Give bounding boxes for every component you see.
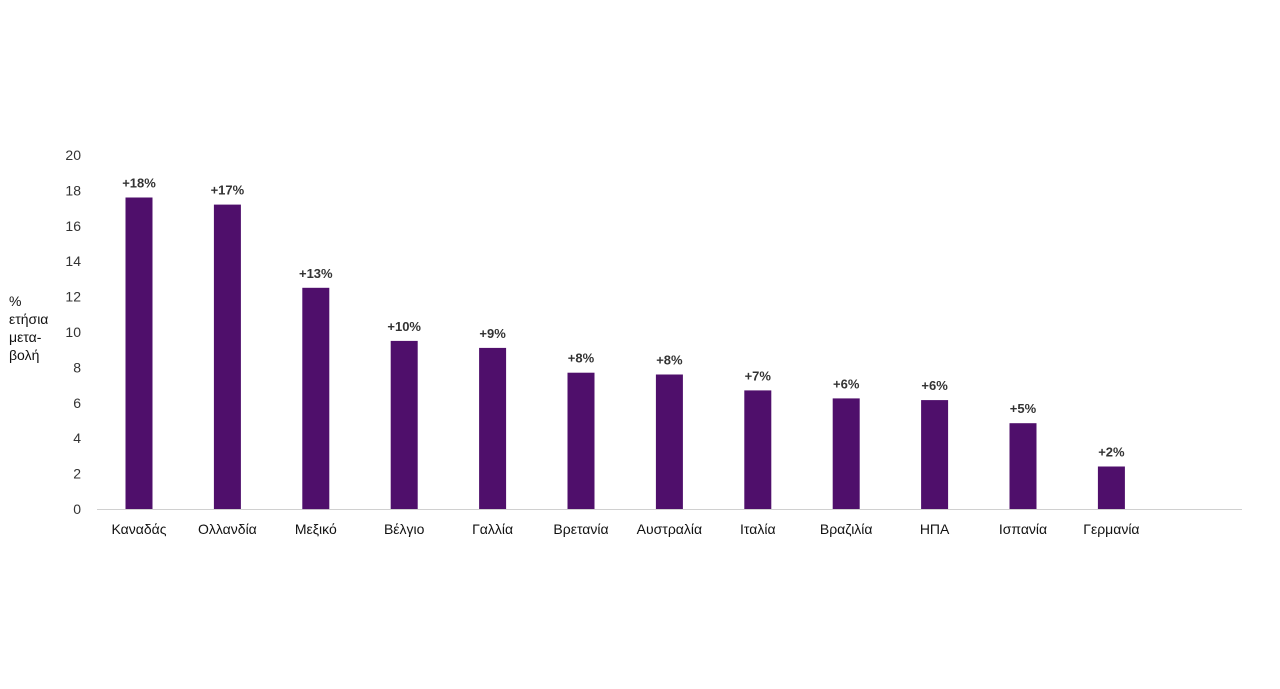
y-tick-label: 2 [73, 466, 81, 482]
bar [921, 400, 949, 509]
y-tick-label: 20 [65, 147, 81, 163]
y-tick-label: 6 [73, 395, 81, 411]
y-axis-label-line: ετήσια [9, 311, 48, 327]
y-tick-label: 12 [65, 289, 81, 305]
data-label: +2% [1098, 445, 1125, 460]
data-labels: +18% +17% +13% +10% +9% +8% +8% +7% +6% +6% +5% +2% [122, 176, 1125, 460]
bar [213, 204, 241, 509]
category-label: Βρετανία [553, 521, 608, 537]
bar [1097, 466, 1125, 509]
y-tick-label: 14 [65, 253, 81, 269]
y-axis-ticks: 0 2 4 6 8 10 12 14 16 18 20 [65, 147, 81, 517]
data-label: +10% [387, 319, 421, 334]
category-label: Βραζιλία [820, 521, 873, 537]
data-label: +6% [833, 376, 860, 391]
y-tick-label: 10 [65, 324, 81, 340]
y-tick-label: 8 [73, 359, 81, 375]
category-label: ΗΠΑ [920, 521, 950, 537]
y-axis-label-line: βολή [9, 347, 39, 363]
data-label: +17% [211, 183, 245, 198]
data-label: +5% [1010, 401, 1037, 416]
data-label: +13% [299, 266, 333, 281]
category-label: Γαλλία [472, 521, 513, 537]
bar [125, 197, 153, 509]
y-tick-label: 4 [73, 430, 81, 446]
bar [744, 390, 772, 509]
category-label: Μεξικό [295, 521, 337, 537]
category-label: Ολλανδία [198, 521, 257, 537]
bar [1009, 423, 1037, 509]
data-label: +18% [122, 176, 156, 191]
data-label: +7% [745, 368, 772, 383]
bar [832, 398, 860, 509]
y-axis-label-line: μετα- [9, 329, 42, 345]
data-label: +9% [479, 326, 506, 341]
category-labels: Καναδάς Ολλανδία Μεξικό Βέλγιο Γαλλία Βρετανί… [112, 521, 1140, 537]
data-label: +6% [921, 378, 948, 393]
y-tick-label: 16 [65, 218, 81, 234]
category-label: Ισπανία [999, 521, 1047, 537]
bar [302, 287, 330, 510]
bar [390, 340, 418, 509]
y-tick-label: 0 [73, 501, 81, 517]
bar [567, 372, 595, 509]
category-label: Γερμανία [1083, 521, 1139, 537]
data-label: +8% [568, 351, 595, 366]
bar [479, 347, 507, 509]
y-axis-label-line: % [9, 293, 21, 309]
y-axis-label: % ετήσια μετα-βολή [9, 293, 48, 363]
category-label: Βέλγιο [384, 521, 425, 537]
category-label: Ιταλία [740, 521, 776, 537]
data-label: +8% [656, 353, 683, 368]
y-tick-label: 18 [65, 182, 81, 198]
category-label: Καναδάς [112, 521, 167, 537]
bar [655, 374, 683, 509]
category-label: Αυστραλία [637, 521, 702, 537]
bars [125, 197, 1125, 510]
